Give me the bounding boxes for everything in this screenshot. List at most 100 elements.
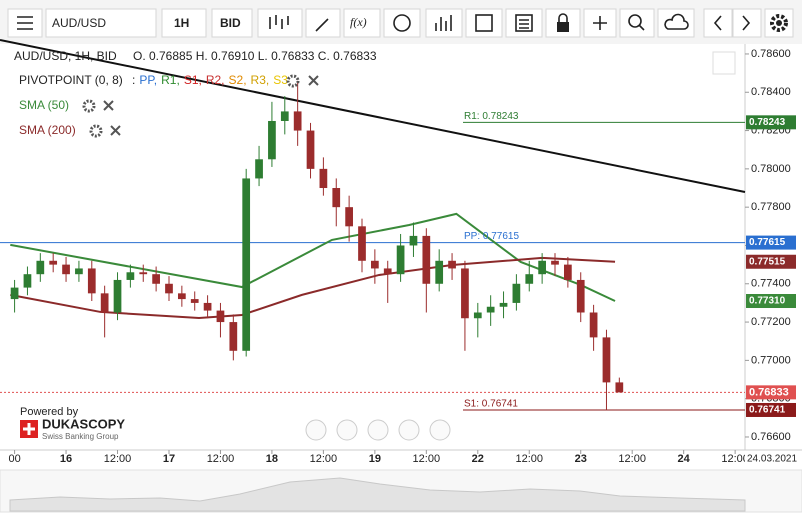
date-box (745, 451, 802, 467)
zoom-button[interactable] (619, 8, 655, 38)
candle-body (486, 306, 495, 313)
candle-body (512, 283, 521, 303)
pivot-level: PP, (139, 73, 157, 87)
reset-zoom[interactable] (367, 419, 389, 441)
candle-body (461, 268, 469, 319)
x-tick-label: 12:00 (104, 453, 132, 465)
navigator-area (9, 477, 746, 512)
y-tick-label: 0.77000 (751, 354, 791, 366)
indicator-button[interactable]: f(x) (343, 8, 381, 38)
y-tick-label: 0.76600 (751, 431, 791, 443)
pivot-legend: PIVOTPOINT (0, 8) (19, 73, 123, 87)
pivot-level: R3, (251, 73, 270, 87)
chart-type-button[interactable] (257, 8, 303, 38)
crosshair-button[interactable] (583, 8, 617, 38)
popout-button[interactable] (712, 51, 736, 75)
candle-body (203, 302, 212, 311)
sma200-remove[interactable] (110, 125, 121, 136)
pivot-remove[interactable] (308, 75, 319, 86)
x-tick-label: 12:00 (413, 453, 441, 465)
y-tick-label: 0.77800 (751, 201, 791, 213)
info-button[interactable] (383, 8, 421, 38)
candle-body (332, 188, 341, 208)
candle-body (62, 264, 70, 275)
x-tick-label: 12:00 (515, 453, 543, 465)
candle-body (49, 260, 58, 265)
candle-body (165, 283, 173, 294)
forward-button[interactable] (732, 8, 762, 38)
price-type-button[interactable]: BID (211, 8, 253, 38)
price-type: BID (220, 16, 241, 30)
candle-body (602, 337, 611, 383)
trend-line (0, 38, 746, 194)
timeframe-button[interactable]: 1H (161, 8, 207, 38)
candle-body (268, 120, 276, 160)
candle-body (525, 274, 534, 284)
pivot-level: R2, (206, 73, 225, 87)
symbol-input[interactable]: AUD/USD (45, 8, 157, 38)
sma200-settings[interactable] (89, 124, 103, 138)
candle-body (473, 312, 482, 319)
candle-body (23, 274, 32, 288)
candle-body (152, 274, 160, 284)
level-axis-box (746, 402, 796, 417)
calendar-button[interactable] (465, 8, 503, 38)
volume-button[interactable] (425, 8, 463, 38)
sma-axis-label: 0.77515 (749, 256, 786, 267)
candle-body (409, 235, 418, 246)
x-tick-label: 12:00 (310, 453, 338, 465)
x-tick-label: 17 (163, 453, 175, 465)
zoom-controls (305, 419, 451, 441)
brand-name: DUKASCOPY (42, 416, 125, 431)
candle-body (345, 207, 353, 227)
pivot-levels: : PP, R1, S1, R2, S2, R3, S3 (132, 73, 288, 87)
scroll-left[interactable] (305, 419, 327, 441)
symbol: AUD/USD (52, 16, 106, 30)
scroll-right[interactable] (429, 419, 451, 441)
zoom-out[interactable] (336, 419, 358, 441)
candle-body (216, 310, 225, 323)
candle-body (190, 299, 199, 303)
cloud-button[interactable] (657, 8, 695, 38)
candle-body (10, 287, 19, 300)
candle-body (448, 260, 456, 269)
lock-button[interactable] (545, 8, 581, 38)
candle-body (75, 268, 83, 275)
x-tick-label: 12:00 (618, 453, 646, 465)
candle-body (358, 226, 366, 261)
y-tick-label: 0.77400 (751, 278, 791, 290)
zoom-in[interactable] (398, 419, 420, 441)
y-tick-label: 0.78400 (751, 86, 791, 98)
candle-body (139, 272, 148, 275)
x-tick-label: 23 (575, 453, 587, 465)
sma-axis-label: 0.77310 (749, 296, 786, 307)
pivot-settings[interactable] (286, 74, 300, 88)
sma-line (10, 212, 616, 302)
sma50-settings[interactable] (82, 99, 96, 113)
price-axis-box (746, 385, 796, 400)
candle-body (100, 293, 109, 313)
sma-axis-box (746, 254, 796, 269)
y-tick-label: 0.77200 (751, 316, 791, 328)
level-label: R1: 0.78243 (464, 111, 519, 122)
candle-body (422, 235, 431, 284)
pivot-level: S1, (184, 73, 202, 87)
draw-button[interactable] (305, 8, 341, 38)
candle-body (383, 268, 392, 275)
settings-button[interactable] (764, 8, 794, 38)
menu-button[interactable] (7, 8, 43, 38)
news-button[interactable] (505, 8, 543, 38)
candle-body (499, 302, 508, 307)
level-axis-label: 0.77615 (749, 237, 786, 248)
candle-body (589, 312, 598, 338)
x-tick-label: 24 (678, 453, 691, 465)
sma50-remove[interactable] (103, 100, 114, 111)
level-axis-box (746, 235, 796, 250)
candle-body (36, 260, 45, 275)
candle-body (126, 272, 135, 280)
candle-body (255, 159, 263, 179)
back-button[interactable] (703, 8, 733, 38)
level-label: S1: 0.76741 (464, 399, 518, 410)
pivot-prefix: : (132, 73, 135, 87)
